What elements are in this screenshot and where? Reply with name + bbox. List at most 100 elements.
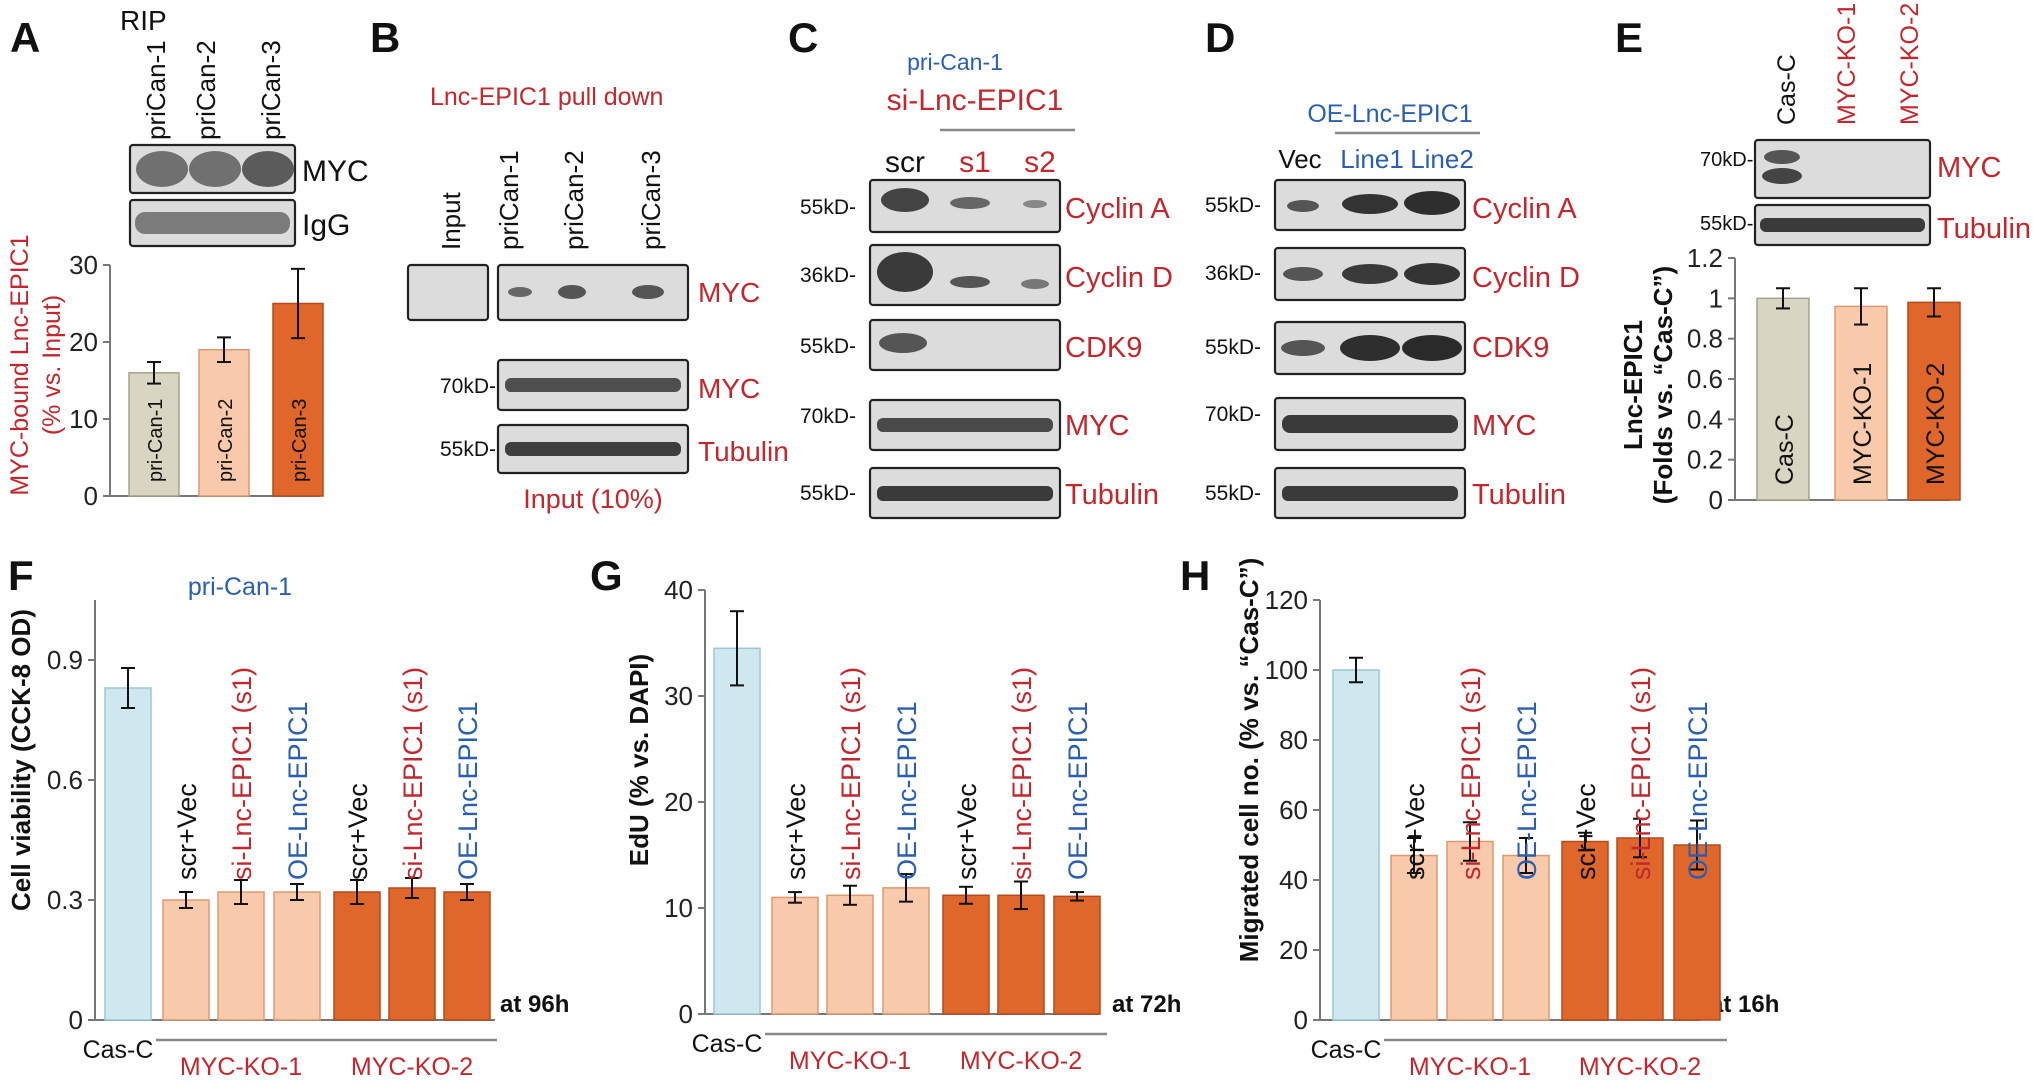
panel-c: C pri-Can-1 si-Lnc-EPIC1 scr s1 s2 55kD-… [788,14,1173,520]
band [1021,279,1049,289]
panel-b-lane-1: priCan-1 [494,150,524,250]
panel-d-lane-1: Line1 [1340,144,1404,174]
condition-label: si-Lnc-EPIC1 (s1) [1007,667,1037,880]
panel-c-lane-scr: scr [885,146,925,179]
group-label-ko1: MYC-KO-1 [789,1047,911,1075]
y-tick-label: 0.2 [1687,445,1723,475]
panel-c-kd-5: 55kD- [800,482,856,505]
y-tick-label: 100 [1265,655,1308,685]
bar [826,894,874,1015]
panel-d-kd-2: 36kD- [1205,262,1261,285]
y-tick-label: 0.6 [1687,364,1723,394]
bar [1834,305,1888,501]
panel-b-blot-pulldown [496,263,690,322]
panel-c-lane-s2: s2 [1024,146,1056,179]
panel-c-lane-s1: s1 [959,146,991,179]
panel-e-letter: E [1615,14,1643,61]
band [508,287,532,297]
panel-g-letter: G [590,552,623,599]
panel-a-chart: 0 10 20 30 pri-Can-1 pri-Can-2 pri-Can-3 [69,250,324,511]
panel-c-group: si-Lnc-EPIC1 [887,84,1064,117]
panel-b-row-label-2: MYC [698,373,760,404]
panel-b: B Lnc-EPIC1 pull down Input priCan-1 pri… [370,14,789,514]
panel-e-ylabel-2: (Folds vs. “Cas-C”) [1648,266,1678,504]
y-axis-label: EdU (% vs. DAPI) [624,654,654,866]
bar [104,687,152,1021]
band [1402,335,1462,361]
panel-a-blot-label-myc: MYC [302,155,369,188]
panel-c-top: pri-Can-1 [907,49,1003,75]
panel-c-kd-1: 55kD- [800,196,856,219]
band [881,188,929,212]
bar [388,887,436,1021]
panel-f-time: at 96h [500,991,569,1018]
group-label-cas-c: Cas-C [692,1030,763,1058]
condition-label: si-Lnc-EPIC1 (s1) [398,667,428,880]
panel-g: G at 72h 0 10 20 30 40 EdU (% vs. DAPI) scr+Ve… [590,552,1181,1075]
band [877,252,933,292]
condition-label: OE-Lnc-EPIC1 [1512,701,1542,880]
y-tick-label: 1 [1709,283,1723,313]
panel-b-title: Lnc-EPIC1 pull down [430,83,663,111]
y-tick-label: 0.6 [47,765,83,795]
band [632,285,664,299]
bar [1673,844,1721,1021]
panel-b-blot-input [406,263,490,322]
group-label-cas-c: Cas-C [1311,1036,1382,1064]
panel-b-lane-2: priCan-2 [559,150,589,250]
condition-label: scr+Vec [781,783,811,880]
band [1282,415,1458,433]
condition-label: scr+Vec [343,783,373,880]
y-tick-label: 20 [69,327,98,357]
y-axis-label: Cell viability (CCK-8 OD) [6,609,36,911]
panel-e-row-label-2: Tubulin [1937,213,2031,245]
panel-d-row-label-4: MYC [1472,410,1536,442]
panel-e-ylabel-1: Lnc-EPIC1 [1618,320,1648,450]
bar [443,891,491,1021]
bar [713,647,761,1015]
panel-a-header: RIP [120,5,167,36]
band [1023,200,1047,208]
panel-b-lane-input: Input [436,191,466,250]
panel-d-row-label-1: Cyclin A [1472,193,1577,225]
y-tick-label: 10 [69,404,98,434]
panel-d-kd-3: 55kD- [1205,336,1261,359]
band [1404,191,1460,215]
panel-c-row-label-1: Cyclin A [1065,193,1170,225]
y-axis-label: Migrated cell no. (% vs. “Cas-C”) [1234,558,1264,963]
y-tick-label: 1.2 [1687,243,1723,273]
bar [1616,837,1664,1021]
panel-b-lane-3: priCan-3 [636,150,666,250]
y-tick-label: 0.4 [1687,404,1723,434]
band [1762,168,1802,184]
panel-b-footer: Input (10%) [523,484,663,514]
group-label-ko2: MYC-KO-2 [960,1047,1082,1075]
band [189,151,241,187]
panel-d-kd-1: 55kD- [1205,194,1261,217]
y-tick-label: 40 [1279,865,1308,895]
bar-label: MYC-KO-1 [1849,363,1877,485]
panel-a-letter: A [10,14,40,61]
bar [1446,840,1494,1021]
y-tick-label: 30 [664,681,693,711]
y-tick-label: 120 [1265,585,1308,615]
bar-label: Cas-C [1771,414,1799,485]
band [1342,264,1398,284]
y-tick-label: 60 [1279,795,1308,825]
group-label-ko2: MYC-KO-2 [351,1053,473,1081]
y-tick-label: 80 [1279,725,1308,755]
band [1760,218,1925,232]
bar [882,887,930,1015]
bar [942,894,990,1015]
panel-e-kd-1: 70kD- [1700,149,1753,171]
panel-b-row-label-1: MYC [698,277,760,308]
band [242,151,294,187]
panel-c-kd-2: 36kD- [800,264,856,287]
panel-e-kd-2: 55kD- [1700,213,1753,235]
bar-label: pri-Can-2 [215,399,237,482]
panel-e-row-label-1: MYC [1937,152,2001,184]
panel-c-kd-4: 70kD- [800,405,856,428]
group-label-ko1: MYC-KO-1 [1409,1053,1531,1081]
